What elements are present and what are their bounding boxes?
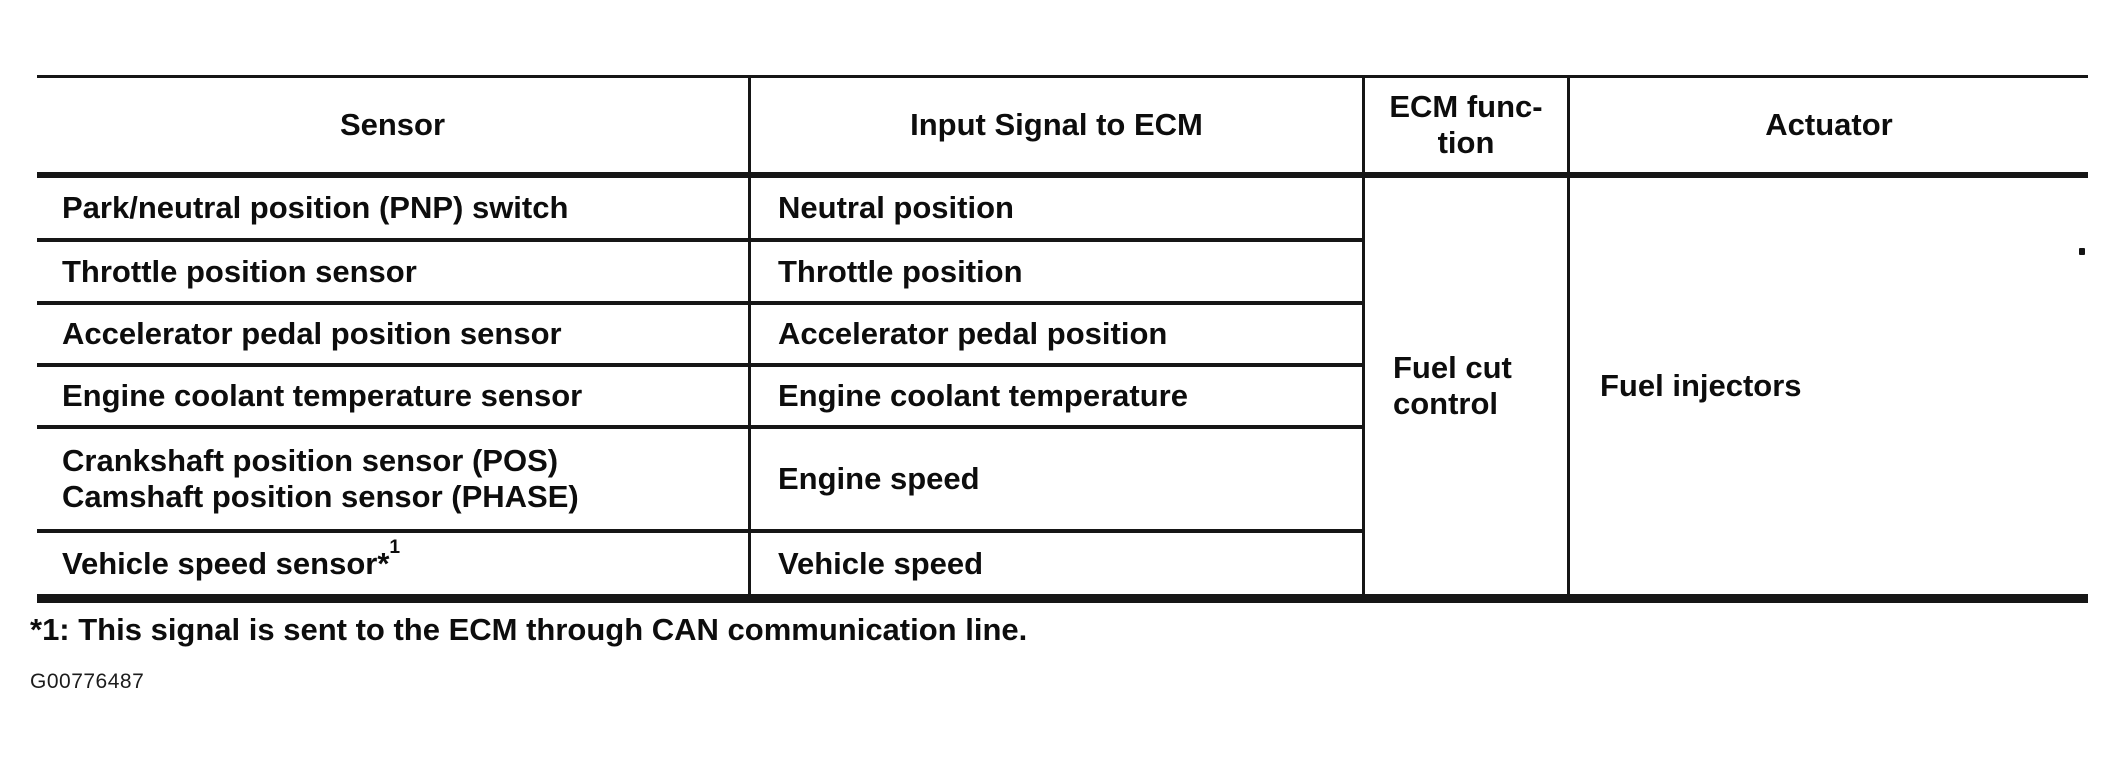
signal-cell-neutral-position: Neutral position	[748, 178, 1362, 242]
sensor-cell-main-text: Vehicle speed sensor*	[62, 545, 390, 581]
ecm-function-merged-cell: Fuel cut control	[1362, 178, 1567, 603]
column-header-ecm-function-label: ECM func- tion	[1389, 89, 1543, 160]
column-header-ecm-function: ECM func- tion	[1362, 75, 1567, 178]
signal-cell-throttle-position: Throttle position	[748, 242, 1362, 305]
signal-cell-engine-speed: Engine speed	[748, 429, 1362, 533]
sensor-cell-throttle-position: Throttle position sensor	[37, 242, 748, 305]
sensor-cell-accelerator-pedal: Accelerator pedal position sensor	[37, 305, 748, 367]
signal-cell-vehicle-speed: Vehicle speed	[748, 533, 1362, 603]
sensor-cell-text: Engine coolant temperature sensor	[62, 378, 583, 414]
sensor-cell-pnp-switch: Park/neutral position (PNP) switch	[37, 178, 748, 242]
signal-cell-coolant-temperature: Engine coolant temperature	[748, 367, 1362, 429]
actuator-merged-cell: Fuel injectors	[1567, 178, 2088, 603]
sensor-cell-vehicle-speed: Vehicle speed sensor*1	[37, 533, 748, 603]
ecm-fuel-cut-control-table: Sensor Input Signal to ECM ECM func- tio…	[37, 75, 2088, 603]
column-header-sensor: Sensor	[37, 75, 748, 178]
sensor-cell-text: Throttle position sensor	[62, 253, 417, 289]
signal-cell-text: Vehicle speed	[778, 545, 984, 581]
column-header-actuator-label: Actuator	[1765, 107, 1893, 143]
footnote-text: *1: This signal is sent to the ECM throu…	[30, 612, 1028, 647]
signal-cell-text: Accelerator pedal position	[778, 316, 1168, 352]
column-header-input-signal-label: Input Signal to ECM	[910, 107, 1203, 143]
signal-cell-text: Engine speed	[778, 461, 980, 497]
signal-cell-text: Throttle position	[778, 253, 1023, 289]
signal-cell-accelerator-pedal: Accelerator pedal position	[748, 305, 1362, 367]
column-header-sensor-label: Sensor	[339, 107, 446, 143]
sensor-cell-text: Park/neutral position (PNP) switch	[62, 190, 569, 226]
actuator-text: Fuel injectors	[1600, 368, 1802, 404]
column-header-actuator: Actuator	[1567, 75, 2088, 178]
scan-artifact-dot	[2079, 248, 2085, 255]
ecm-function-text: Fuel cut control	[1393, 350, 1512, 421]
column-header-input-signal: Input Signal to ECM	[748, 75, 1362, 178]
signal-cell-text: Engine coolant temperature	[778, 378, 1188, 414]
sensor-cell-text: Vehicle speed sensor*1	[62, 537, 400, 582]
signal-cell-text: Neutral position	[778, 190, 1014, 226]
sensor-cell-text: Accelerator pedal position sensor	[62, 316, 562, 352]
sensor-cell-crankshaft-camshaft: Crankshaft position sensor (POS) Camshaf…	[37, 429, 748, 533]
sensor-cell-text: Crankshaft position sensor (POS) Camshaf…	[62, 443, 579, 514]
sensor-cell-coolant-temperature: Engine coolant temperature sensor	[37, 367, 748, 429]
figure-code: G00776487	[30, 670, 145, 693]
footnote-marker-superscript: 1	[389, 536, 401, 558]
